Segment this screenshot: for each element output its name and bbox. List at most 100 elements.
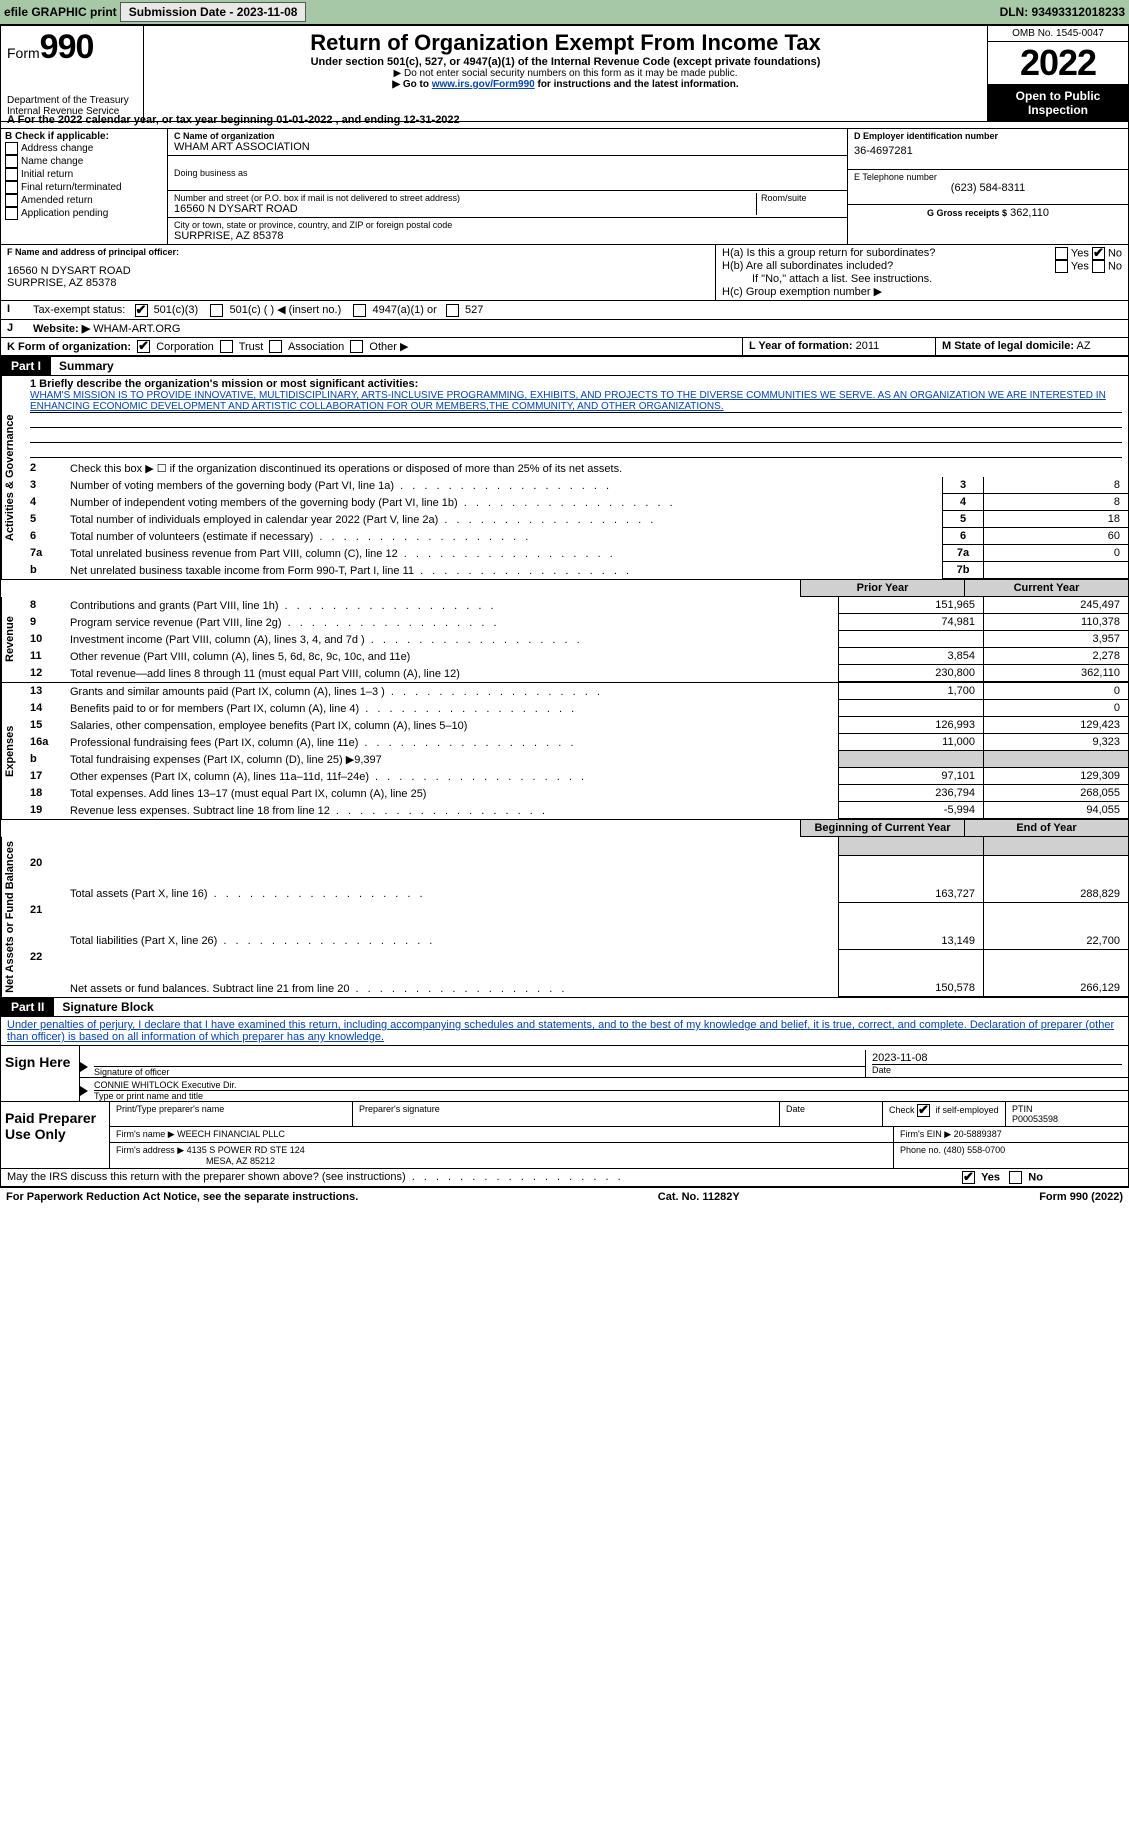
opt-501c: 501(c) ( ) ◀ (insert no.) xyxy=(229,304,341,316)
line-13-prior: 1,700 xyxy=(839,683,984,700)
line-19-current: 94,055 xyxy=(984,802,1129,819)
sig-officer-cell: Signature of officer xyxy=(94,1046,865,1077)
section-klm: K Form of organization: Corporation Trus… xyxy=(1,338,1128,357)
room-label: Room/suite xyxy=(761,193,841,203)
period-begin: 01-01-2022 xyxy=(276,114,332,126)
firm-phone: (480) 558-0700 xyxy=(944,1145,1006,1155)
line-16a-prior: 11,000 xyxy=(839,734,984,751)
submission-date-button[interactable]: Submission Date - 2023-11-08 xyxy=(120,2,307,22)
cb-trust[interactable] xyxy=(220,340,233,353)
mission-blank1 xyxy=(30,413,1122,428)
no-label: No xyxy=(1108,247,1122,259)
current-year-header: Current Year xyxy=(964,580,1128,597)
declaration-text[interactable]: Under penalties of perjury, I declare th… xyxy=(7,1019,1114,1043)
cb-initial-return[interactable]: Initial return xyxy=(5,168,163,181)
header-right: OMB No. 1545-0047 2022 Open to Public In… xyxy=(987,26,1128,121)
line-18-prior: 236,794 xyxy=(839,785,984,802)
arrow-icon xyxy=(80,1054,94,1077)
line-7a-val: 0 xyxy=(984,545,1129,562)
discuss-no: No xyxy=(1028,1171,1043,1183)
form-990: 990 xyxy=(40,28,94,66)
discuss-q-cell: May the IRS discuss this return with the… xyxy=(1,1169,956,1186)
line-3-num: 3 xyxy=(943,477,984,494)
h-b-note: If "No," attach a list. See instructions… xyxy=(722,273,1122,285)
header-left: Form990 Department of the Treasury Inter… xyxy=(1,26,144,121)
line-14: 14Benefits paid to or for members (Part … xyxy=(24,700,1128,717)
cb-address-change[interactable]: Address change xyxy=(5,142,163,155)
line-11-prior: 3,854 xyxy=(839,648,984,665)
ptin-cell: PTIN P00053598 xyxy=(1005,1102,1128,1126)
cb-527[interactable] xyxy=(446,304,459,317)
tax-exempt-row: Tax-exempt status: 501(c)(3) 501(c) ( ) … xyxy=(27,301,1128,319)
preparer-header-row: Print/Type preparer's name Preparer's si… xyxy=(110,1102,1128,1127)
h-a-no[interactable] xyxy=(1092,247,1105,260)
beginning-year-header: Beginning of Current Year xyxy=(800,820,964,837)
cb-application-pending[interactable]: Application pending xyxy=(5,207,163,220)
gross-receipts-label: G Gross receipts $ xyxy=(927,208,1007,218)
line-10-current: 3,957 xyxy=(984,631,1129,648)
dba-row: Doing business as xyxy=(168,156,847,191)
preparer-sig-hdr: Preparer's signature xyxy=(352,1102,779,1126)
firm-ein-label: Firm's EIN ▶ xyxy=(900,1129,951,1139)
cb-association[interactable] xyxy=(269,340,282,353)
org-name-row: C Name of organization WHAM ART ASSOCIAT… xyxy=(168,129,847,156)
section-fh: F Name and address of principal officer:… xyxy=(1,245,1128,301)
cb-initial-label: Initial return xyxy=(21,169,73,180)
cb-other[interactable] xyxy=(350,340,363,353)
h-b-no[interactable] xyxy=(1092,260,1105,273)
year-header-spacer xyxy=(24,580,800,597)
cb-self-employed[interactable] xyxy=(917,1104,930,1117)
sig-officer-row: Signature of officer 2023-11-08 Date xyxy=(80,1046,1128,1078)
discuss-question: May the IRS discuss this return with the… xyxy=(7,1171,406,1183)
line-8-text: Contributions and grants (Part VIII, lin… xyxy=(70,600,279,612)
cb-discuss-yes[interactable] xyxy=(962,1171,975,1184)
expenses-table: 13Grants and similar amounts paid (Part … xyxy=(24,683,1128,819)
efile-label: efile GRAPHIC print xyxy=(4,5,117,19)
cb-name-change[interactable]: Name change xyxy=(5,155,163,168)
firm-name: WEECH FINANCIAL PLLC xyxy=(177,1129,285,1139)
self-employed-label: if self-employed xyxy=(936,1105,999,1115)
line-14-text: Benefits paid to or for members (Part IX… xyxy=(70,703,359,715)
line-20-end: 288,829 xyxy=(984,855,1129,902)
line-21: 21Total liabilities (Part X, line 26)13,… xyxy=(24,902,1128,949)
cb-discuss-no[interactable] xyxy=(1009,1171,1022,1184)
line-3-text: Number of voting members of the governin… xyxy=(70,480,394,492)
cb-501c[interactable] xyxy=(210,304,223,317)
line-16a-text: Professional fundraising fees (Part IX, … xyxy=(70,737,358,749)
h-a-yes[interactable] xyxy=(1055,247,1068,260)
irs-link[interactable]: www.irs.gov/Form990 xyxy=(432,79,535,90)
part2-num: Part II xyxy=(1,998,54,1016)
cb-pending-label: Application pending xyxy=(21,208,108,219)
subtitle-1: Under section 501(c), 527, or 4947(a)(1)… xyxy=(150,56,981,68)
h-b-row: H(b) Are all subordinates included? Yes … xyxy=(722,260,1122,273)
website-label: Website: ▶ xyxy=(33,323,90,335)
h-b-yes[interactable] xyxy=(1055,260,1068,273)
line-18-text: Total expenses. Add lines 13–17 (must eq… xyxy=(70,788,426,800)
cb-amended-return[interactable]: Amended return xyxy=(5,194,163,207)
h-b-options: Yes No xyxy=(1055,260,1122,273)
firm-name-label: Firm's name ▶ xyxy=(116,1129,175,1139)
footer-left: For Paperwork Reduction Act Notice, see … xyxy=(6,1191,358,1203)
line-21-beg: 13,149 xyxy=(839,902,984,949)
cb-4947[interactable] xyxy=(353,304,366,317)
line-13: 13Grants and similar amounts paid (Part … xyxy=(24,683,1128,700)
cb-501c3[interactable] xyxy=(135,304,148,317)
form-label: Form xyxy=(7,45,40,61)
address-row: Number and street (or P.O. box if mail i… xyxy=(168,191,847,218)
end-year-header: End of Year xyxy=(964,820,1128,837)
opt-501c3: 501(c)(3) xyxy=(154,304,199,316)
cb-corporation[interactable] xyxy=(137,340,150,353)
paid-preparer-body: Print/Type preparer's name Preparer's si… xyxy=(110,1102,1128,1168)
period-row: A For the 2022 calendar year, or tax yea… xyxy=(1,112,1128,129)
gross-receipts-value: 362,110 xyxy=(1010,207,1049,219)
box-f-label: F Name and address of principal officer: xyxy=(7,247,709,257)
net-assets-table: 20Total assets (Part X, line 16)163,7272… xyxy=(24,837,1128,997)
mission-blank2 xyxy=(30,428,1122,443)
cb-final-return[interactable]: Final return/terminated xyxy=(5,181,163,194)
line-22-text: Net assets or fund balances. Subtract li… xyxy=(70,983,349,995)
preparer-check-cell: Check if self-employed xyxy=(882,1102,1005,1126)
addr-label: Number and street (or P.O. box if mail i… xyxy=(174,193,756,203)
box-b: B Check if applicable: Address change Na… xyxy=(1,129,168,244)
net-spacer-row xyxy=(24,837,1128,855)
line-9-text: Program service revenue (Part VIII, line… xyxy=(70,617,282,629)
